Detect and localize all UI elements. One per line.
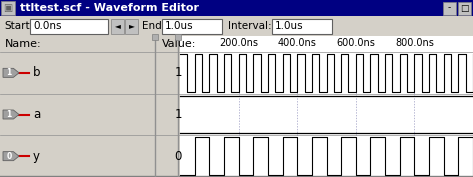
Bar xyxy=(0,16,473,36)
Text: 0: 0 xyxy=(175,150,182,163)
Bar xyxy=(175,34,181,40)
Bar xyxy=(111,19,124,34)
Bar xyxy=(272,19,332,34)
Text: 200.0ns: 200.0ns xyxy=(219,38,258,48)
Text: -: - xyxy=(448,4,451,13)
Bar xyxy=(1,1,15,15)
Polygon shape xyxy=(3,110,19,119)
Text: b: b xyxy=(33,66,41,79)
Bar xyxy=(162,19,222,34)
Text: ttltest.scf - Waveform Editor: ttltest.scf - Waveform Editor xyxy=(20,3,199,13)
Text: y: y xyxy=(33,150,40,163)
Bar xyxy=(443,2,456,15)
Text: 1.0us: 1.0us xyxy=(275,21,304,31)
Text: 1: 1 xyxy=(7,68,12,77)
Bar xyxy=(180,36,473,177)
Bar xyxy=(125,19,138,34)
Text: Start:: Start: xyxy=(4,21,33,31)
Text: ▣: ▣ xyxy=(3,3,13,13)
Text: 1: 1 xyxy=(174,108,182,121)
Text: 0: 0 xyxy=(7,152,12,161)
Polygon shape xyxy=(3,152,19,161)
Text: Value:: Value: xyxy=(162,39,196,49)
Text: 800.0ns: 800.0ns xyxy=(395,38,434,48)
Text: End:: End: xyxy=(142,21,166,31)
Text: 0.0ns: 0.0ns xyxy=(33,21,61,31)
Text: 1.0us: 1.0us xyxy=(165,21,193,31)
Text: 1: 1 xyxy=(174,66,182,79)
Text: ►: ► xyxy=(129,21,134,30)
Bar xyxy=(152,34,158,40)
Text: 600.0ns: 600.0ns xyxy=(336,38,375,48)
Text: 1: 1 xyxy=(7,110,12,119)
Text: Name:: Name: xyxy=(5,39,42,49)
Text: a: a xyxy=(33,108,40,121)
Polygon shape xyxy=(3,68,19,77)
Bar xyxy=(30,19,108,34)
Text: ◄: ◄ xyxy=(114,21,121,30)
Text: 400.0ns: 400.0ns xyxy=(278,38,316,48)
Text: Interval:: Interval: xyxy=(228,21,272,31)
Bar xyxy=(458,2,471,15)
Bar xyxy=(0,0,473,16)
Text: □: □ xyxy=(460,4,469,13)
Bar xyxy=(0,36,473,177)
